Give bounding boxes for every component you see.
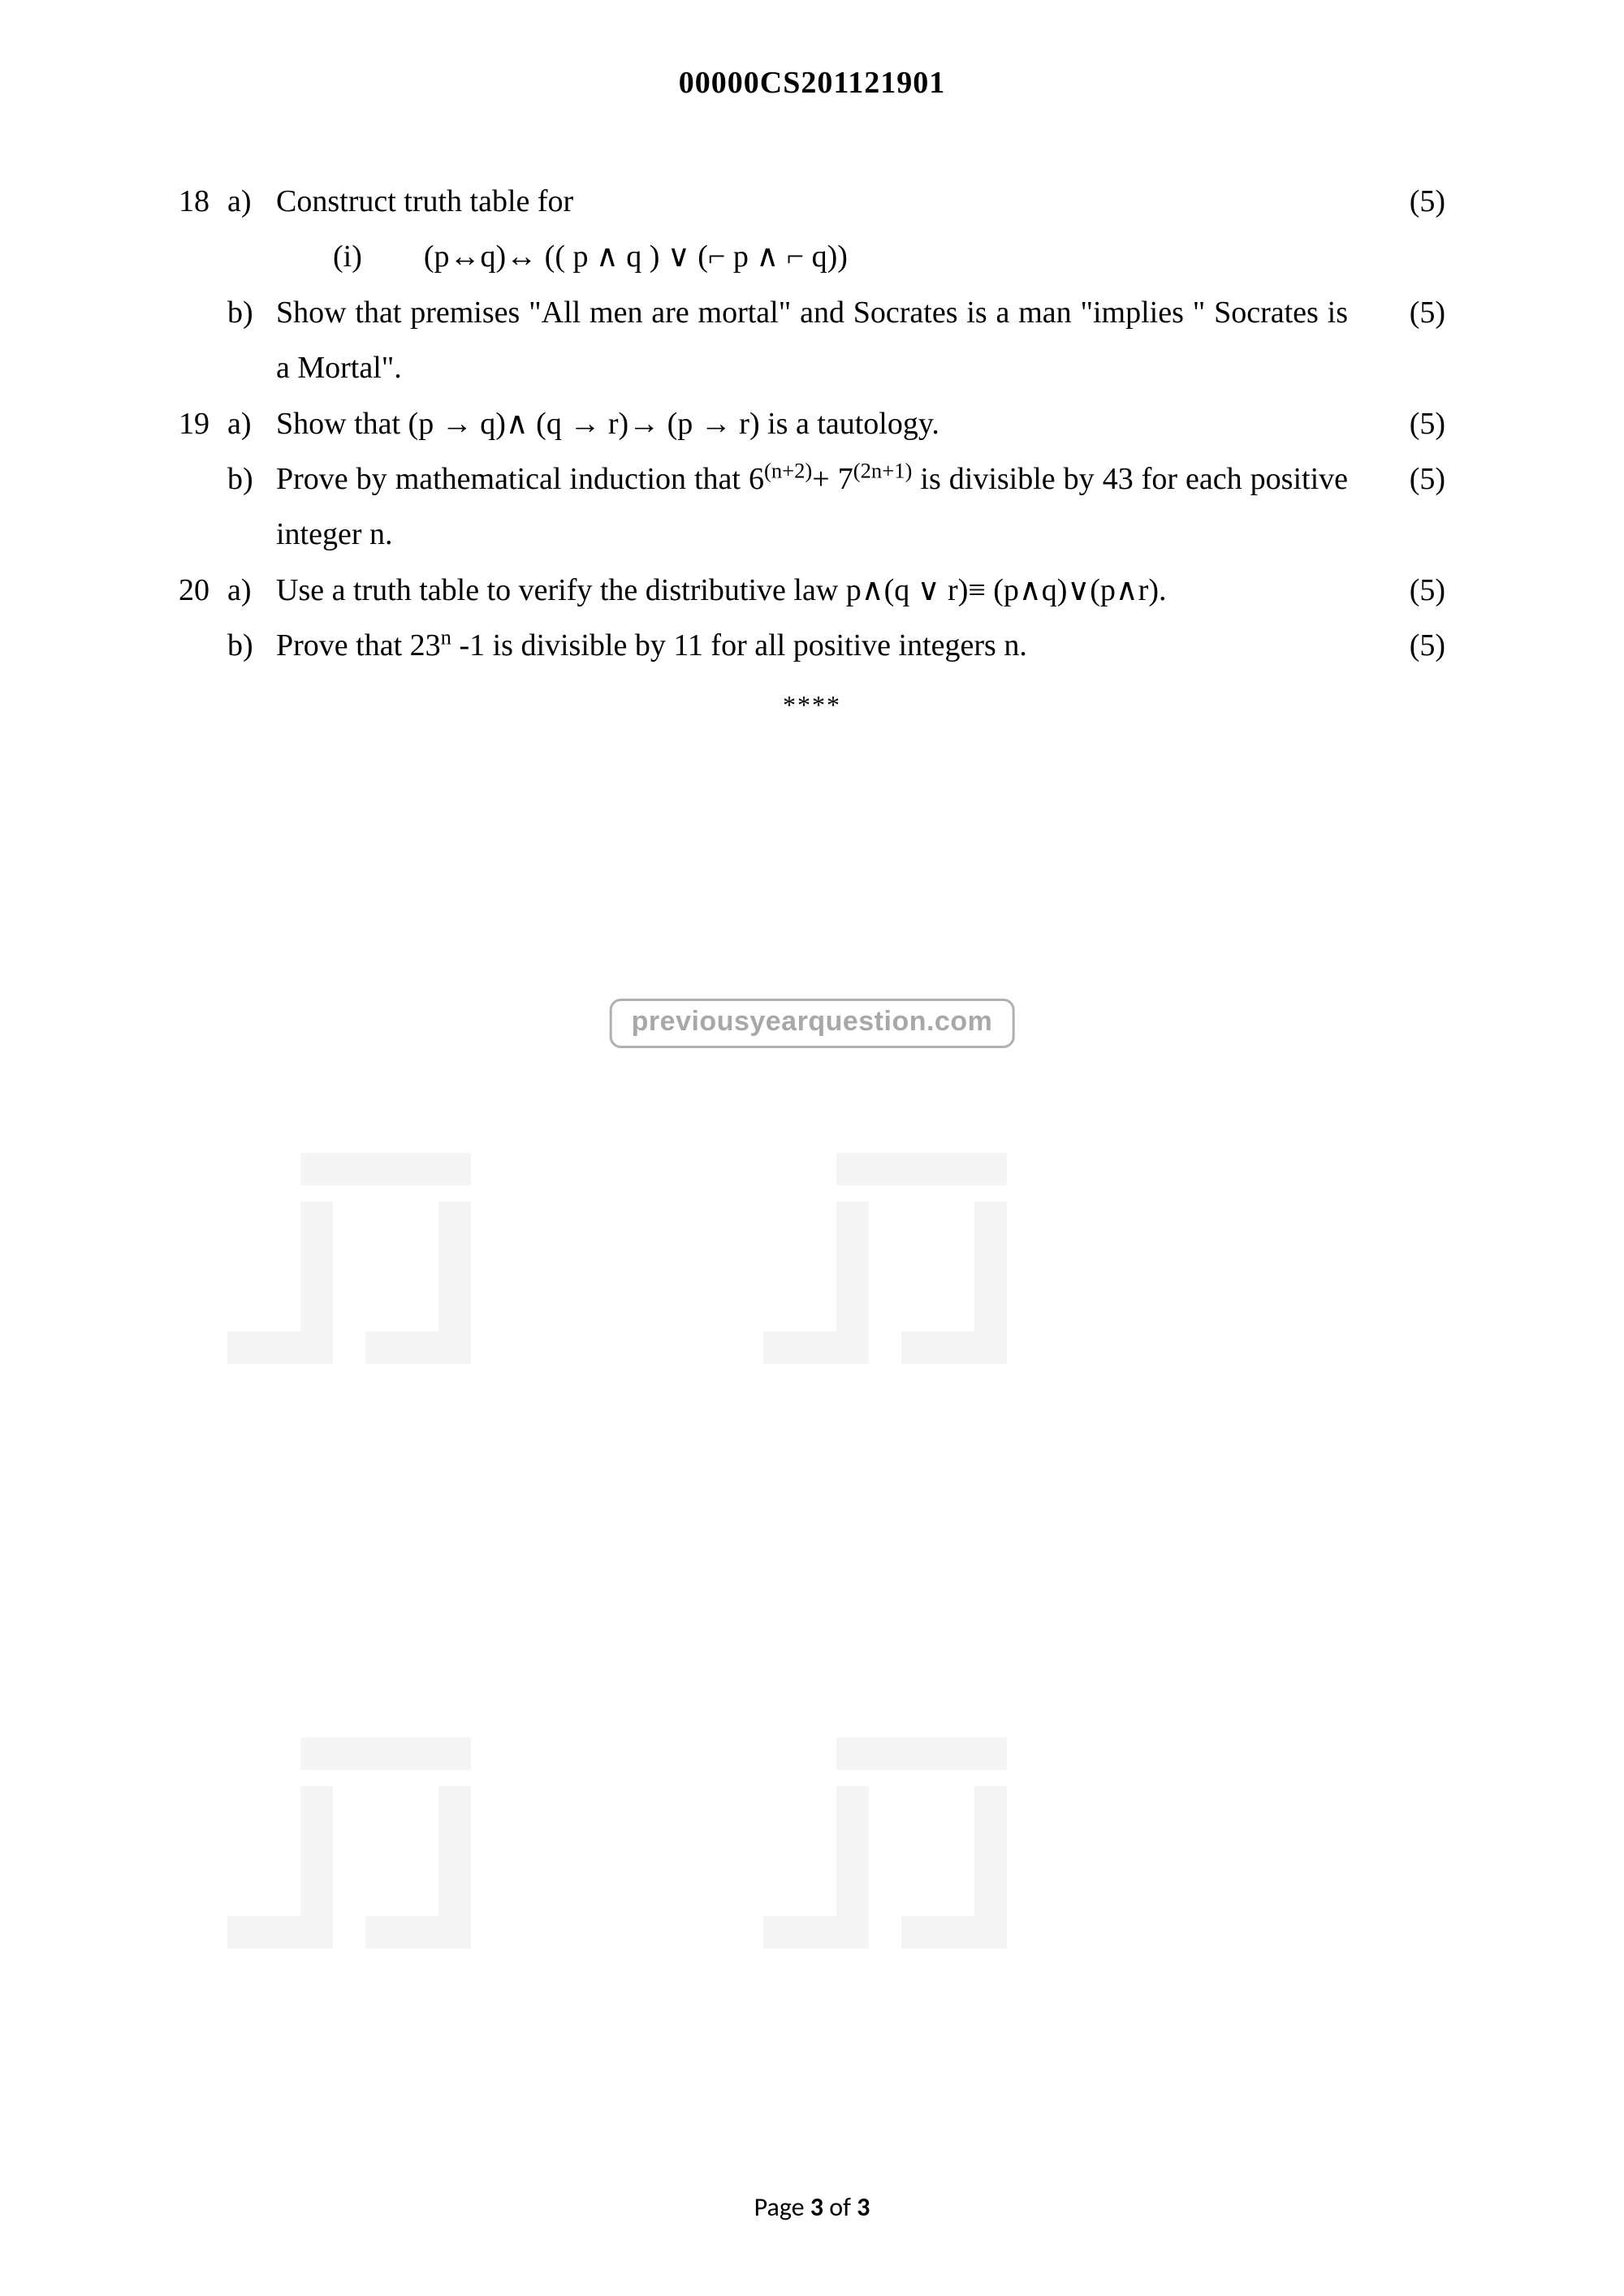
- question-row: b) Prove that 23n -1 is divisible by 11 …: [179, 618, 1445, 673]
- footer-middle: of: [823, 2191, 857, 2223]
- question-row: 19 a) Show that (p → q)∧ (q → r)→ (p → r…: [179, 396, 1445, 451]
- footer-prefix: Page: [754, 2191, 810, 2223]
- footer-current-page: 3: [810, 2191, 823, 2223]
- question-marks: (5): [1380, 451, 1445, 507]
- question-row: 18 a) Construct truth table for (5): [179, 174, 1445, 229]
- question-formula: (i) (p↔q)↔ (( p ∧ q ) ∨ (⌐ p ∧ ⌐ q)): [276, 229, 1380, 284]
- question-text: Show that (p → q)∧ (q → r)→ (p → r) is a…: [276, 396, 1380, 451]
- question-marks: (5): [1380, 285, 1445, 340]
- question-number: 18: [179, 174, 227, 229]
- page-footer: Page 3 of 3: [0, 2191, 1624, 2223]
- question-sub: b): [227, 451, 276, 507]
- question-text: Prove by mathematical induction that 6(n…: [276, 451, 1380, 563]
- question-number: 19: [179, 396, 227, 451]
- question-marks: (5): [1380, 174, 1445, 229]
- question-text: Use a truth table to verify the distribu…: [276, 563, 1380, 618]
- question-text: Construct truth table for: [276, 174, 1380, 229]
- question-marks: (5): [1380, 618, 1445, 673]
- page-container: 00000CS201121901 18 a) Construct truth t…: [0, 0, 1624, 2296]
- question-marks: (5): [1380, 396, 1445, 451]
- question-sub: a): [227, 396, 276, 451]
- question-marks: (5): [1380, 563, 1445, 618]
- watermark-text: previousyearquestion.com: [610, 999, 1015, 1048]
- questions-list: 18 a) Construct truth table for (5) (i) …: [179, 174, 1445, 674]
- question-row: b) Prove by mathematical induction that …: [179, 451, 1445, 563]
- question-text: Show that premises "All men are mortal" …: [276, 285, 1380, 396]
- end-marker: ****: [179, 690, 1445, 720]
- question-row: 20 a) Use a truth table to verify the di…: [179, 563, 1445, 618]
- question-number: 20: [179, 563, 227, 618]
- question-sub: b): [227, 285, 276, 340]
- footer-total-pages: 3: [857, 2191, 870, 2223]
- question-row: b) Show that premises "All men are morta…: [179, 285, 1445, 396]
- header-code: 00000CS201121901: [179, 65, 1445, 101]
- question-sub: a): [227, 563, 276, 618]
- question-row-extra: (i) (p↔q)↔ (( p ∧ q ) ∨ (⌐ p ∧ ⌐ q)): [179, 229, 1445, 284]
- question-text: Prove that 23n -1 is divisible by 11 for…: [276, 618, 1380, 673]
- question-sub: a): [227, 174, 276, 229]
- question-sub: b): [227, 618, 276, 673]
